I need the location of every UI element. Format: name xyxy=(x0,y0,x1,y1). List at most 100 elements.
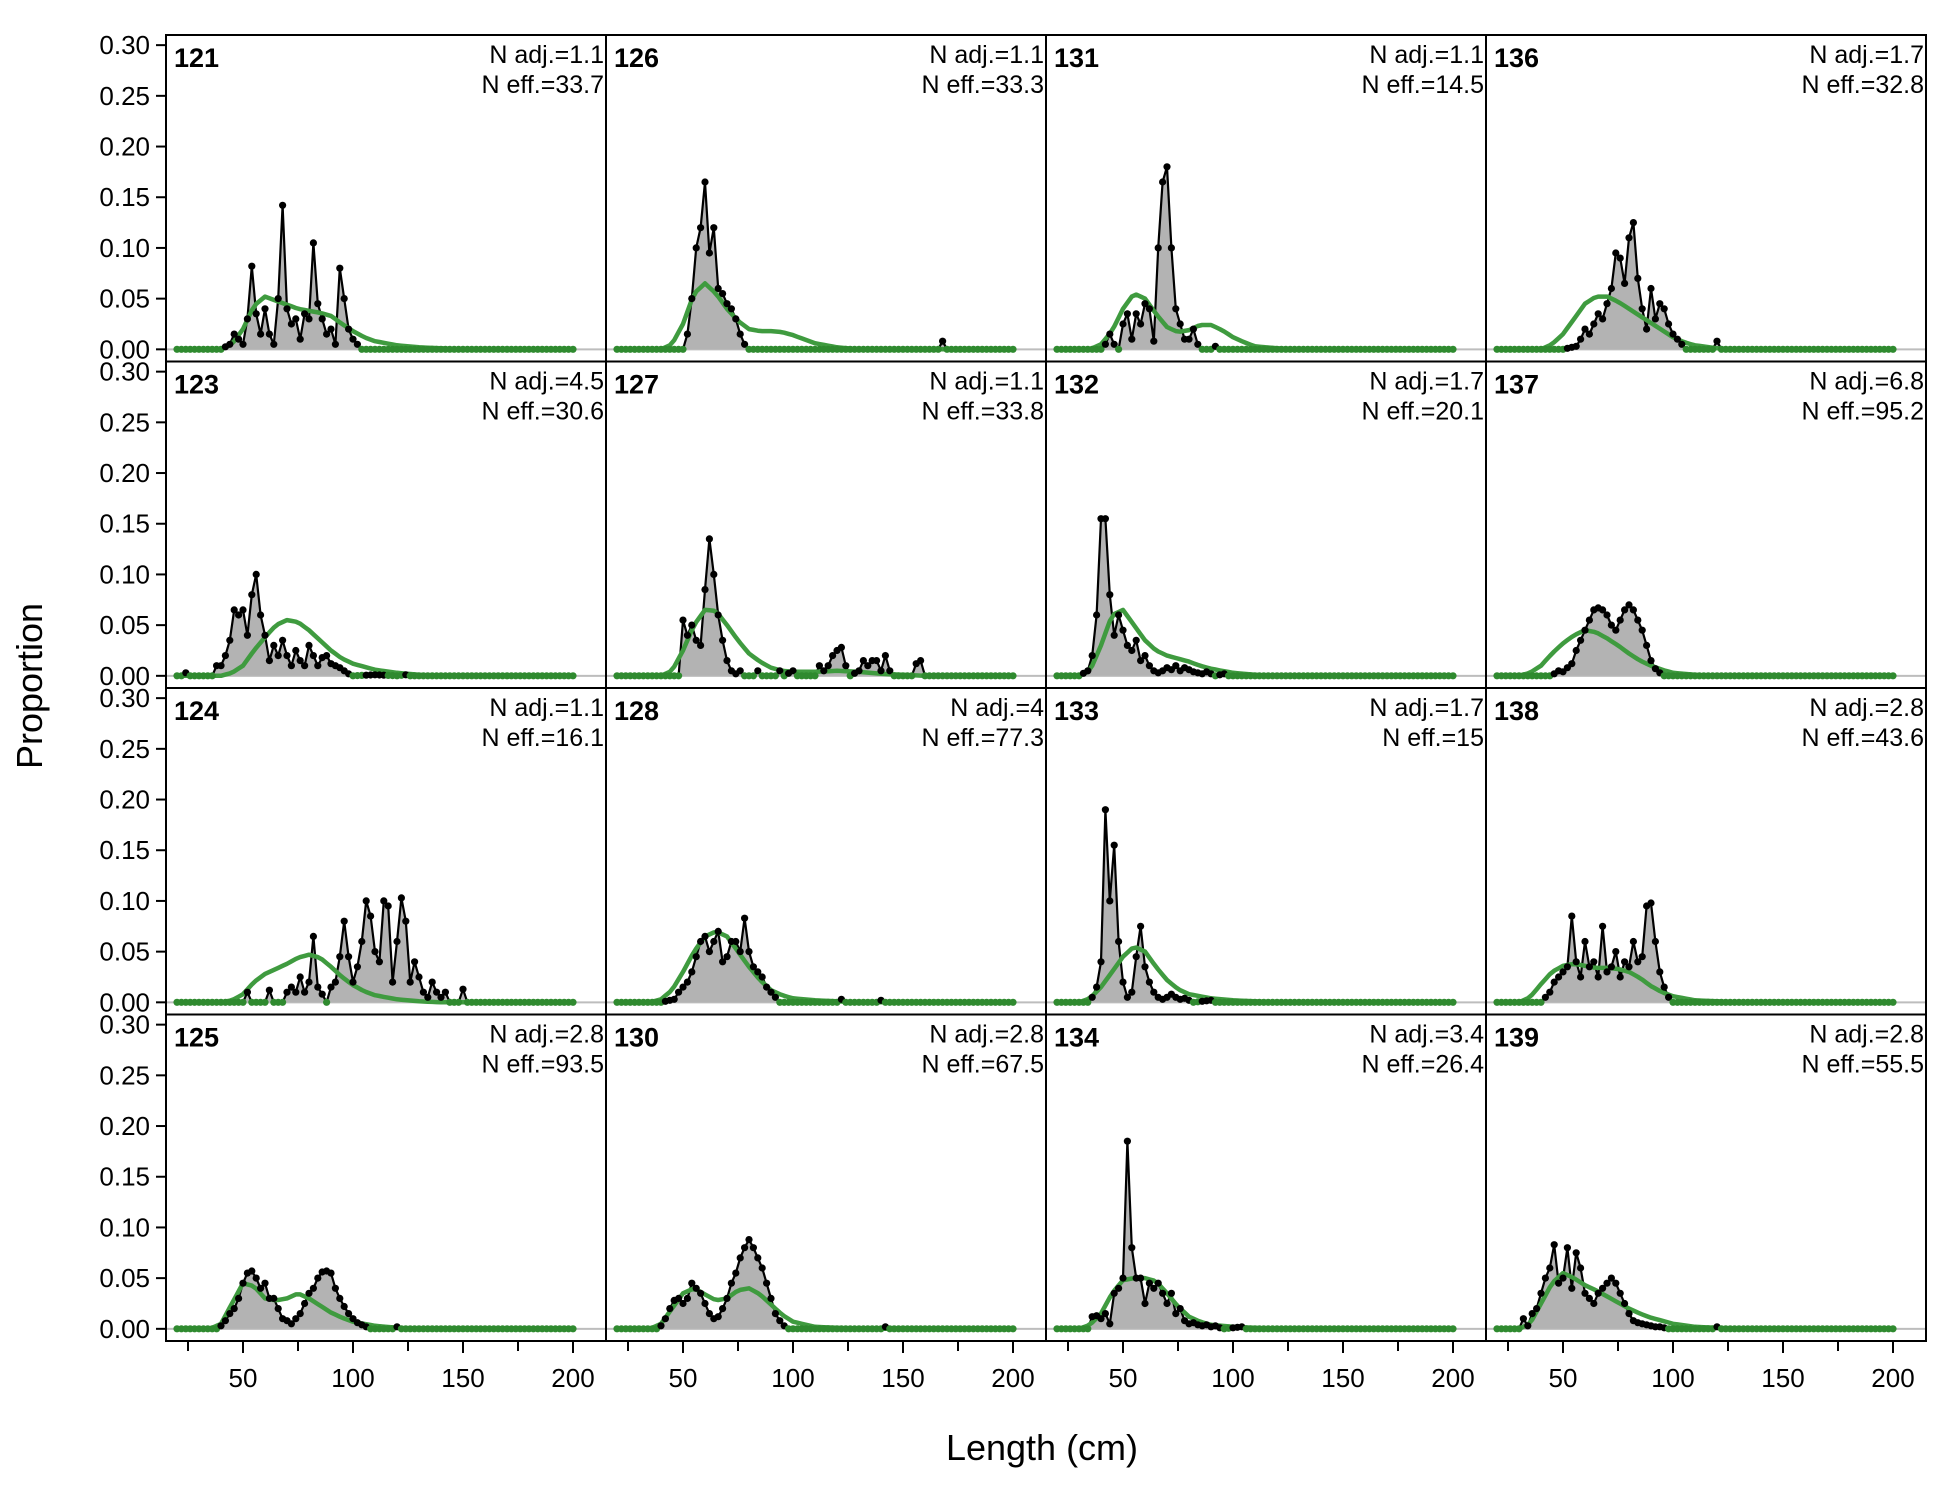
observed-point xyxy=(1563,963,1571,971)
observed-point xyxy=(296,1310,304,1318)
observed-point xyxy=(917,657,925,665)
observed-point xyxy=(318,990,326,998)
observed-point xyxy=(402,917,410,925)
observed-point xyxy=(301,1299,309,1308)
panel-121: 121 N adj.=1.1N eff.=33.7 xyxy=(165,34,607,363)
observed-point xyxy=(1621,958,1629,966)
observed-point xyxy=(243,988,251,996)
n-adj-label: N adj.=2.8 xyxy=(1809,694,1924,722)
observed-point xyxy=(815,662,824,670)
observed-point xyxy=(1638,953,1646,961)
y-tick-label: 0.25 xyxy=(99,734,150,764)
y-tick-label: 0.00 xyxy=(99,334,150,364)
observed-point xyxy=(829,652,837,660)
observed-point xyxy=(1115,937,1123,946)
observed-point xyxy=(455,998,463,1006)
observed-point xyxy=(1163,163,1171,171)
observed-point xyxy=(1713,337,1721,345)
observed-point xyxy=(727,305,736,313)
panel-id-label: 124 xyxy=(174,696,219,726)
observed-point xyxy=(683,1294,692,1302)
observed-point xyxy=(243,315,251,323)
observed-point xyxy=(758,973,766,981)
observed-point xyxy=(767,988,775,996)
observed-point xyxy=(789,667,797,675)
observed-area xyxy=(617,538,1013,676)
observed-point xyxy=(230,330,238,338)
observed-point xyxy=(1150,988,1158,996)
observed-point xyxy=(314,983,322,991)
observed-point xyxy=(1643,641,1651,650)
observed-point xyxy=(217,1322,225,1330)
observed-point xyxy=(287,320,295,328)
observed-point xyxy=(217,662,225,670)
observed-point xyxy=(824,662,832,670)
observed-point xyxy=(1123,993,1131,1001)
observed-area xyxy=(1057,1141,1453,1329)
observed-point xyxy=(226,340,234,348)
observed-point xyxy=(1167,244,1175,252)
observed-point xyxy=(1145,662,1153,670)
n-eff-label: N eff.=33.7 xyxy=(481,71,604,99)
observed-point xyxy=(1533,1305,1541,1313)
observed-point xyxy=(292,646,300,655)
panel-id-label: 136 xyxy=(1494,43,1539,73)
observed-point xyxy=(1678,340,1686,348)
panel-id-label: 139 xyxy=(1494,1023,1539,1053)
observed-point xyxy=(701,178,709,186)
observed-point xyxy=(257,330,265,338)
y-tick-label: 0.10 xyxy=(99,1212,150,1242)
observed-point xyxy=(1590,958,1598,966)
x-tick-label: 50 xyxy=(1109,1363,1138,1393)
observed-point xyxy=(1563,1244,1571,1252)
observed-point xyxy=(1123,310,1131,318)
observed-point xyxy=(811,672,819,680)
observed-point xyxy=(705,535,714,543)
observed-point xyxy=(243,631,251,639)
observed-point xyxy=(1150,1284,1158,1292)
observed-point xyxy=(873,657,881,665)
observed-point xyxy=(1106,330,1114,338)
observed-point xyxy=(257,611,265,619)
observed-point xyxy=(265,657,273,665)
observed-point xyxy=(1541,1274,1549,1282)
observed-point xyxy=(327,1269,335,1277)
observed-point xyxy=(1585,1294,1593,1302)
x-tick-label: 100 xyxy=(331,1363,374,1393)
observed-point xyxy=(675,1294,683,1302)
n-adj-label: N adj.=4.5 xyxy=(489,368,604,396)
n-adj-label: N adj.=1.1 xyxy=(489,694,604,722)
observed-point xyxy=(437,993,445,1001)
observed-point xyxy=(1115,345,1123,353)
observed-point xyxy=(1585,330,1593,338)
observed-point xyxy=(1093,611,1101,619)
x-axis-title: Length (cm) xyxy=(946,1427,1138,1468)
observed-line xyxy=(1497,222,1893,351)
observed-point xyxy=(736,667,744,675)
observed-point xyxy=(1172,1310,1180,1318)
observed-point xyxy=(371,948,379,956)
observed-point xyxy=(1612,948,1620,956)
observed-point xyxy=(1101,515,1109,523)
observed-point xyxy=(384,902,392,910)
observed-point xyxy=(666,1305,674,1313)
observed-point xyxy=(1612,249,1620,257)
observed-point xyxy=(375,958,383,966)
observed-point xyxy=(754,667,762,675)
observed-point xyxy=(239,606,247,614)
observed-point xyxy=(688,295,696,303)
observed-point xyxy=(1167,1289,1175,1297)
panel-id-label: 121 xyxy=(174,43,219,73)
observed-point xyxy=(1009,998,1017,1006)
observed-point xyxy=(710,224,718,232)
observed-point xyxy=(389,978,397,986)
observed-point xyxy=(265,330,273,338)
observed-point xyxy=(1110,841,1118,849)
observed-point xyxy=(1106,591,1114,599)
observed-point xyxy=(1603,300,1611,308)
observed-point xyxy=(697,224,705,232)
observed-point xyxy=(393,937,401,946)
observed-point xyxy=(701,586,709,594)
observed-point xyxy=(1559,968,1567,976)
observed-point xyxy=(261,998,269,1006)
